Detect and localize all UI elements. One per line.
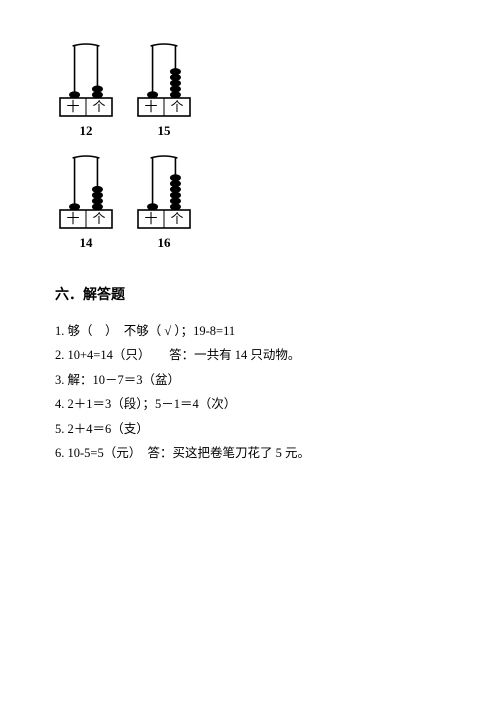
abacus-svg-14: 十个 — [55, 152, 117, 230]
answer-line: 6. 10-5=5（元） 答：买这把卷笔刀花了 5 元。 — [55, 442, 445, 465]
svg-text:个: 个 — [92, 99, 105, 114]
answer-line: 1. 够（ ） 不够（ √ ）；19-8=11 — [55, 320, 445, 343]
abacus-row-1: 十个 12 十个 15 — [55, 40, 445, 142]
svg-text:个: 个 — [92, 211, 105, 226]
svg-text:十: 十 — [66, 211, 79, 226]
abacus-16: 十个 16 — [133, 152, 195, 254]
svg-text:十: 十 — [66, 99, 79, 114]
abacus-row-2: 十个 14 十个 16 — [55, 152, 445, 254]
svg-text:十: 十 — [144, 99, 157, 114]
answers-block: 1. 够（ ） 不够（ √ ）；19-8=11 2. 10+4=14（只） 答：… — [55, 320, 445, 465]
abacus-label: 16 — [158, 231, 171, 254]
abacus-12: 十个 12 — [55, 40, 117, 142]
answer-line: 5. 2＋4＝6（支） — [55, 418, 445, 441]
abacus-label: 15 — [158, 119, 171, 142]
abacus-svg-12: 十个 — [55, 40, 117, 118]
abacus-label: 12 — [80, 119, 93, 142]
answer-line: 3. 解：10－7＝3（盆） — [55, 369, 445, 392]
svg-text:个: 个 — [170, 211, 183, 226]
answer-line: 4. 2＋1＝3（段）；5－1＝4（次） — [55, 393, 445, 416]
answer-line: 2. 10+4=14（只） 答：一共有 14 只动物。 — [55, 344, 445, 367]
svg-text:个: 个 — [170, 99, 183, 114]
abacus-svg-15: 十个 — [133, 40, 195, 118]
section-title: 六．解答题 — [55, 283, 445, 308]
abacus-svg-16: 十个 — [133, 152, 195, 230]
svg-text:十: 十 — [144, 211, 157, 226]
abacus-grid: 十个 12 十个 15 十个 14 十个 16 — [55, 40, 445, 255]
abacus-label: 14 — [80, 231, 93, 254]
abacus-15: 十个 15 — [133, 40, 195, 142]
abacus-14: 十个 14 — [55, 152, 117, 254]
